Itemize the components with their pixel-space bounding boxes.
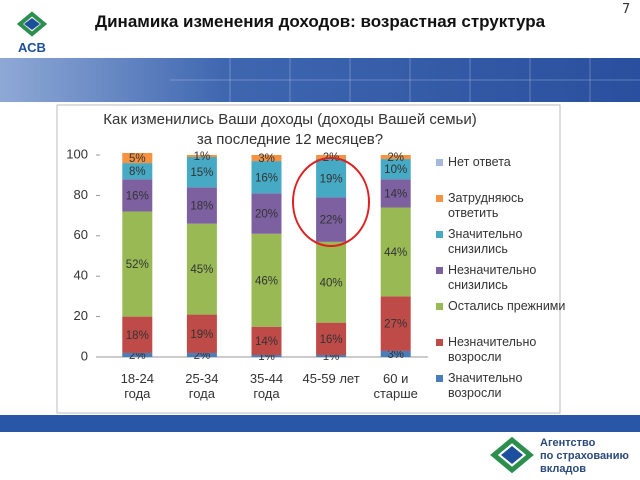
- bar-segment: [122, 211, 153, 317]
- value-label: 14%: [384, 188, 407, 200]
- chart-title: Как изменились Ваши доходы (доходы Вашей…: [103, 111, 477, 148]
- footer-logo: Агентство по страхованию вкладов: [540, 437, 629, 476]
- value-label: 45%: [190, 264, 213, 276]
- banner: [0, 58, 640, 102]
- value-label: 14%: [255, 336, 278, 348]
- bar-segment: [316, 197, 347, 242]
- value-label: 18%: [126, 330, 149, 342]
- page-number: 7: [622, 2, 631, 17]
- value-label: 1%: [194, 151, 211, 163]
- bar-segment: [380, 159, 411, 180]
- bar-segment: [251, 193, 282, 234]
- value-label: 20%: [255, 209, 278, 221]
- logo-mark: [16, 11, 48, 37]
- value-label: 22%: [320, 215, 343, 227]
- bar-segment: [316, 159, 347, 198]
- legend-label: Незначительно возросли: [448, 335, 537, 364]
- legend-marker: [436, 339, 443, 346]
- x-tick-label: 60 и старше: [373, 371, 418, 401]
- logo-text: АСВ: [18, 40, 46, 55]
- footer-logo-mark: [490, 436, 534, 474]
- bar-segment: [380, 296, 411, 351]
- legend-label: Остались прежними: [448, 299, 566, 313]
- legend-label: Значительно возросли: [448, 371, 523, 400]
- bar-segment: [316, 322, 347, 355]
- bar-segment: [186, 352, 217, 357]
- value-label: 19%: [190, 329, 213, 341]
- bar-segment: [251, 161, 282, 194]
- value-label: 44%: [384, 247, 407, 259]
- bar-segment: [380, 155, 411, 160]
- value-label: 2%: [129, 350, 146, 362]
- bar-segment: [122, 152, 153, 164]
- footer-logo-line: вкладов: [540, 463, 586, 475]
- legend-marker: [436, 375, 443, 382]
- value-label: 16%: [126, 190, 149, 202]
- x-tick-label: 45-59 лет: [302, 371, 360, 386]
- value-label: 19%: [320, 173, 343, 185]
- y-tick-label: 0: [81, 348, 88, 363]
- legend-label: Нет ответа: [448, 155, 511, 169]
- value-label: 15%: [190, 167, 213, 179]
- y-tick-label: 20: [74, 308, 88, 323]
- value-label: 10%: [384, 164, 407, 176]
- bar-segment: [316, 354, 347, 357]
- bar-segment: [251, 233, 282, 327]
- legend-marker: [436, 231, 443, 238]
- value-label: 52%: [126, 259, 149, 271]
- bar-segment: [380, 207, 411, 297]
- bar-segment: [122, 316, 153, 353]
- bar-segment: [251, 354, 282, 357]
- value-label: 16%: [320, 334, 343, 346]
- value-label: 18%: [190, 201, 213, 213]
- bar-segment: [251, 326, 282, 355]
- legend-marker: [436, 159, 443, 166]
- value-label: 46%: [255, 275, 278, 287]
- banner-grid: [170, 58, 640, 102]
- value-label: 2%: [387, 152, 404, 164]
- x-tick-label: 25-34 года: [185, 371, 219, 401]
- bar-segment: [122, 163, 153, 180]
- bar-segment: [186, 187, 217, 224]
- value-label: 5%: [129, 153, 146, 165]
- value-label: 40%: [320, 277, 343, 289]
- value-label: 16%: [255, 172, 278, 184]
- legend-marker: [436, 303, 443, 310]
- value-label: 27%: [384, 319, 407, 331]
- bar-segment: [251, 155, 282, 162]
- bar-segment: [186, 155, 217, 158]
- y-tick-label: 100: [66, 146, 88, 161]
- highlight-ellipse: [292, 157, 370, 247]
- value-label: 8%: [129, 166, 146, 178]
- value-label: 3%: [258, 153, 275, 165]
- y-tick-label: 80: [74, 187, 88, 202]
- legend-label: Затрудняюсь ответить: [448, 191, 524, 220]
- x-tick-label: 35-44 года: [249, 371, 284, 401]
- bar-segment: [122, 179, 153, 212]
- legend-marker: [436, 267, 443, 274]
- y-tick-label: 40: [74, 268, 88, 283]
- slide-title: Динамика изменения доходов: возрастная с…: [95, 12, 546, 31]
- x-tick-label: 18-24 года: [120, 371, 154, 401]
- y-tick-label: 60: [74, 227, 88, 242]
- bar-segment: [186, 157, 217, 188]
- footer-logo-line: Агентство: [540, 437, 596, 449]
- bar-segment: [122, 352, 153, 357]
- legend-label: Значительно снизились: [448, 227, 523, 256]
- legend-marker: [436, 195, 443, 202]
- footer-bar: [0, 415, 640, 432]
- bar-segment: [316, 241, 347, 323]
- value-label: 2%: [194, 350, 211, 362]
- legend-label: Незначительно снизились: [448, 263, 537, 292]
- bar-segment: [186, 223, 217, 315]
- value-label: 3%: [387, 349, 404, 361]
- bar-segment: [380, 179, 411, 208]
- bar-segment: [186, 314, 217, 353]
- footer-logo-line: по страхованию: [540, 450, 629, 462]
- bar-segment: [380, 350, 411, 357]
